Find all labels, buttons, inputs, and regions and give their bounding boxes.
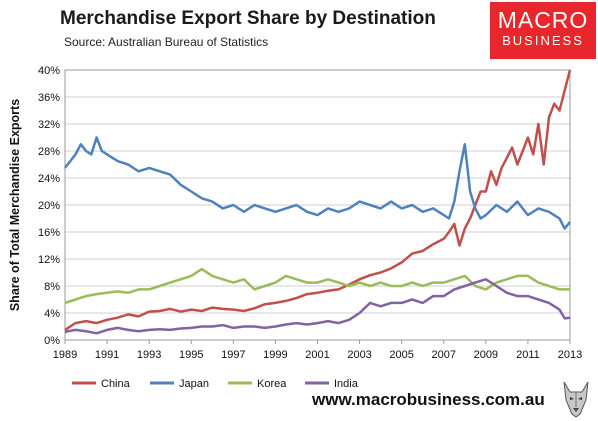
- legend-label-india: India: [334, 378, 359, 390]
- logo-line-1: MACRO: [497, 7, 589, 33]
- logo-line-2: BUSINESS: [502, 33, 584, 48]
- y-tick-label: 32%: [38, 119, 60, 131]
- x-tick-label: 2001: [305, 349, 329, 361]
- y-tick-label: 40%: [38, 65, 60, 77]
- macrobusiness-logo: MACRO BUSINESS: [490, 2, 596, 59]
- series-line-korea: [64, 267, 570, 305]
- x-tick-label: 1991: [95, 349, 119, 361]
- series-lines: [64, 69, 572, 335]
- website-url: www.macrobusiness.com.au: [312, 390, 545, 409]
- x-tick-label: 2013: [558, 349, 582, 361]
- y-tick-label: 20%: [38, 200, 60, 212]
- legend-label-china: China: [101, 378, 131, 390]
- x-tick-label: 2011: [516, 349, 540, 361]
- y-tick-label: 0%: [44, 335, 60, 347]
- y-axis-label: Share of Total Merchandise Exports: [8, 99, 22, 311]
- x-tick-label: 2009: [474, 349, 498, 361]
- y-tick-label: 24%: [38, 173, 60, 185]
- chart-title: Merchandise Export Share by Destination: [60, 8, 436, 29]
- x-tick-label: 1993: [137, 349, 161, 361]
- y-tick-label: 4%: [44, 308, 60, 320]
- legend-label-japan: Japan: [179, 378, 209, 390]
- y-tick-label: 12%: [38, 254, 60, 266]
- legend-label-korea: Korea: [257, 378, 287, 390]
- grid-lines: [65, 96, 570, 314]
- x-tick-label: 2007: [432, 349, 456, 361]
- x-tick-label: 2003: [347, 349, 371, 361]
- x-tick-label: 1995: [179, 349, 203, 361]
- x-tick-label: 2005: [389, 349, 413, 361]
- y-tick-label: 28%: [38, 146, 60, 158]
- x-tick-label: 1999: [263, 349, 287, 361]
- series-line-china: [64, 69, 572, 331]
- series-line-japan: [64, 136, 571, 230]
- legend: China Japan Korea India: [72, 378, 359, 390]
- y-tick-label: 36%: [38, 92, 60, 104]
- chart-source: Source: Australian Bureau of Statistics: [64, 35, 269, 49]
- y-tick-label: 8%: [44, 281, 60, 293]
- x-tick-label: 1989: [53, 349, 77, 361]
- series-line-india: [64, 278, 571, 335]
- y-tick-label: 16%: [38, 227, 60, 239]
- wolf-head-icon: [563, 381, 589, 418]
- x-tick-label: 1997: [221, 349, 245, 361]
- y-axis-ticks: 0% 4% 8% 12% 16% 20% 24% 28% 32% 36% 40%: [38, 65, 60, 347]
- x-axis-ticks: 1989 1991 1993 1995 1997 1999 2001 2003 2005 2007…: [53, 340, 582, 361]
